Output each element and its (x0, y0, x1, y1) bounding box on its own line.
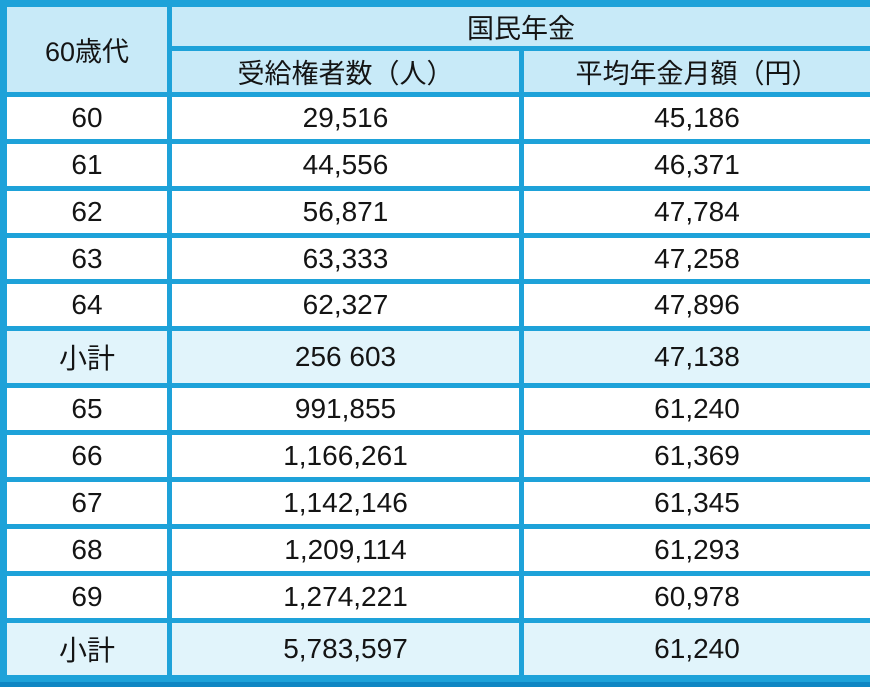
table-row: 66 1,166,261 61,369 (1, 430, 870, 483)
recipients-cell: 56,871 (167, 185, 524, 238)
table-row: 67 1,142,146 61,345 (1, 477, 870, 529)
age-cell: 60 (1, 92, 172, 144)
table-row: 60 29,516 45,186 (1, 92, 870, 144)
age-group-corner-header: 60歳代 (1, 1, 172, 97)
table-row: 69 1,274,221 60,978 (1, 570, 870, 623)
age-cell: 63 (1, 232, 172, 285)
age-cell: 66 (1, 430, 172, 483)
table-header: 60歳代 国民年金 受給権者数（人） 平均年金月額（円） (1, 1, 870, 97)
subtotal-row: 小計 256 603 47,138 (1, 326, 870, 389)
monthly-average-cell: 47,896 (519, 279, 870, 332)
monthly-average-cell: 47,138 (519, 326, 870, 389)
column-header-recipients: 受給権者数（人） (167, 46, 524, 97)
column-header-monthly-average: 平均年金月額（円） (519, 46, 870, 97)
monthly-average-cell: 47,784 (519, 185, 870, 238)
recipients-cell: 29,516 (167, 92, 524, 144)
monthly-average-cell: 60,978 (519, 570, 870, 623)
recipients-cell: 1,142,146 (167, 477, 524, 529)
recipients-cell: 44,556 (167, 138, 524, 191)
group-header-row: 60歳代 国民年金 (1, 1, 870, 97)
age-cell: 69 (1, 570, 172, 623)
monthly-average-cell: 61,345 (519, 477, 870, 529)
age-cell: 67 (1, 477, 172, 529)
recipients-cell: 1,274,221 (167, 570, 524, 623)
column-header-row: 受給権者数（人） 平均年金月額（円） (4, 46, 870, 97)
age-cell: 61 (1, 138, 172, 191)
age-cell: 64 (1, 279, 172, 332)
subtotal-row: 小計 5,783,597 61,240 (1, 617, 870, 682)
table-row: 65 991,855 61,240 (1, 383, 870, 436)
recipients-cell: 1,166,261 (167, 430, 524, 483)
recipients-cell: 62,327 (167, 279, 524, 332)
monthly-average-cell: 47,258 (519, 232, 870, 285)
monthly-average-cell: 45,186 (519, 92, 870, 144)
recipients-cell: 991,855 (167, 383, 524, 436)
monthly-average-cell: 46,371 (519, 138, 870, 191)
table-row: 62 56,871 47,784 (1, 185, 870, 238)
age-cell: 小計 (1, 617, 172, 682)
recipients-cell: 5,783,597 (167, 617, 524, 682)
table-row: 63 63,333 47,258 (1, 232, 870, 285)
age-cell: 65 (1, 383, 172, 436)
monthly-average-cell: 61,240 (519, 383, 870, 436)
monthly-average-cell: 61,240 (519, 617, 870, 682)
recipients-cell: 63,333 (167, 232, 524, 285)
monthly-average-cell: 61,369 (519, 430, 870, 483)
monthly-average-cell: 61,293 (519, 523, 870, 576)
age-cell: 小計 (1, 326, 172, 389)
age-cell: 62 (1, 185, 172, 238)
age-cell: 68 (1, 523, 172, 576)
recipients-cell: 256 603 (167, 326, 524, 389)
table-row: 64 62,327 47,896 (1, 279, 870, 332)
table-row: 68 1,209,114 61,293 (1, 523, 870, 576)
table-row: 61 44,556 46,371 (1, 138, 870, 191)
recipients-cell: 1,209,114 (167, 523, 524, 576)
table-body: 60 29,516 45,186 61 44,556 46,371 62 56,871 47,7… (1, 92, 870, 682)
pension-type-header: 国民年金 (167, 1, 870, 51)
